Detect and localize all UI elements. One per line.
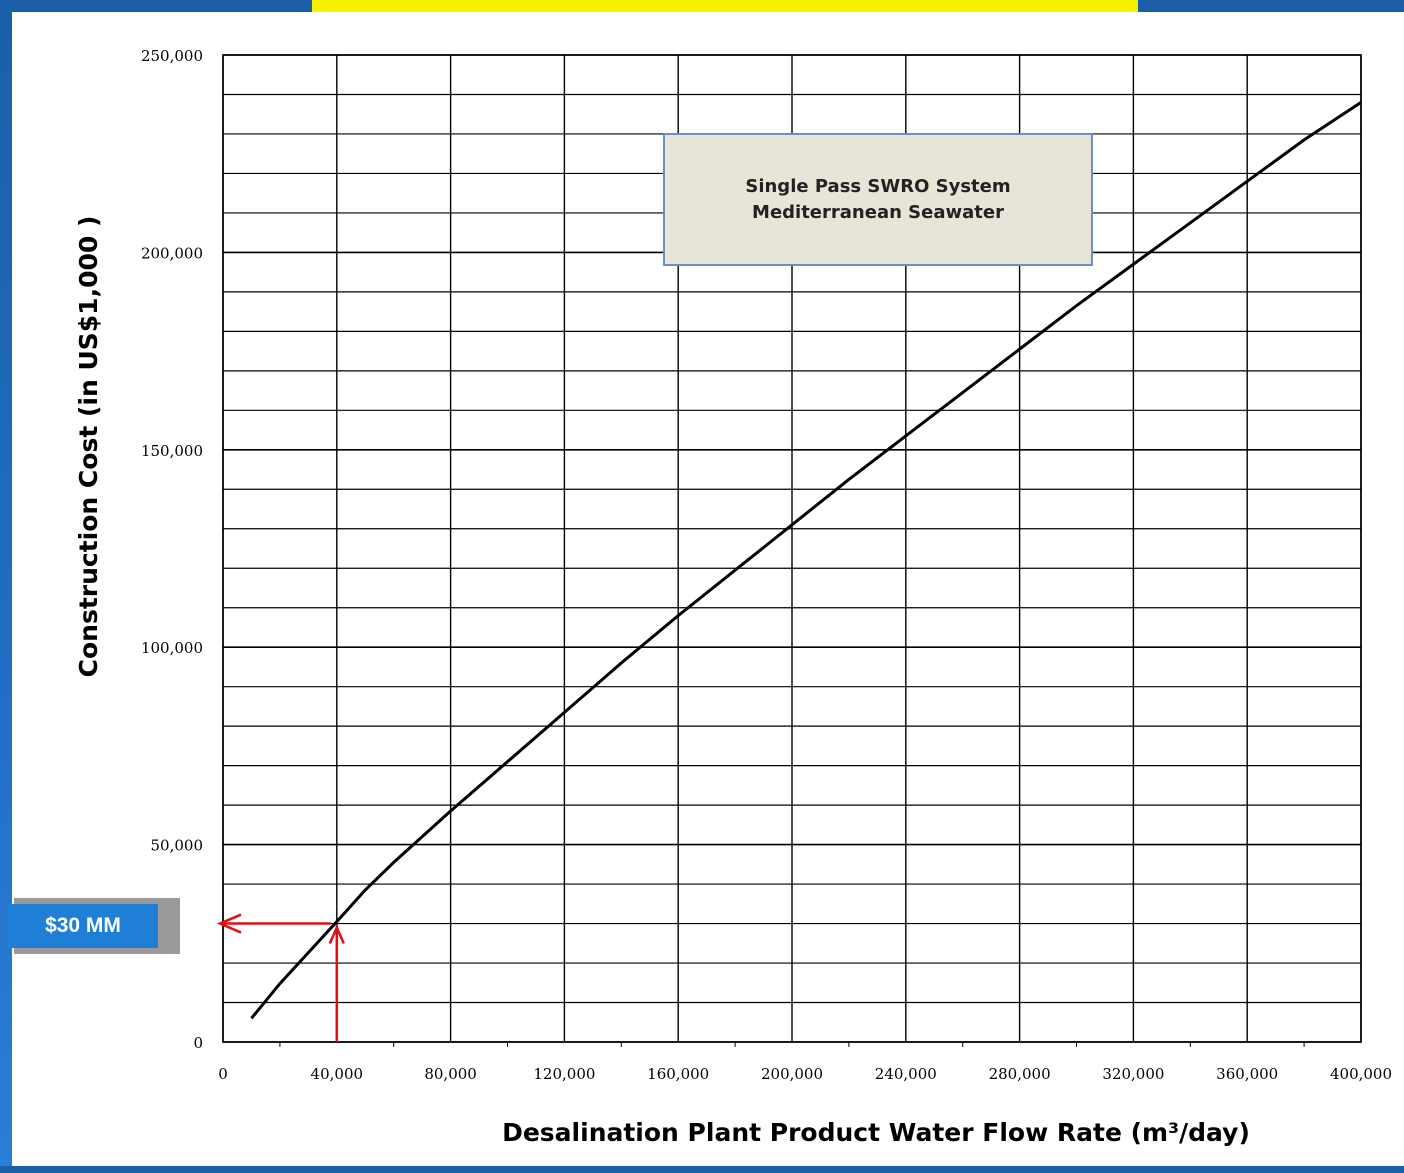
y-tick-label: 150,000 [141, 442, 203, 460]
series-line [250, 101, 1362, 1020]
x-tick-label: 160,000 [647, 1065, 709, 1083]
x-tick-label: 80,000 [424, 1065, 477, 1083]
x-tick-label: 320,000 [1102, 1065, 1164, 1083]
annotation-line-1: Single Pass SWRO System [745, 175, 1011, 197]
x-axis-label: Desalination Plant Product Water Flow Ra… [502, 1118, 1250, 1147]
slide-title-strip [312, 0, 1138, 12]
cost-badge: $30 MM [8, 904, 158, 948]
annotation-line-2: Mediterranean Seawater [752, 201, 1004, 223]
y-tick-label: 100,000 [141, 639, 203, 657]
slide-frame-bottom [0, 1166, 1404, 1173]
x-tick-label: 400,000 [1330, 1065, 1392, 1083]
x-tick-label: 120,000 [533, 1065, 595, 1083]
y-axis-label: Construction Cost (in US$1,000 ) [74, 216, 103, 678]
plot-border [222, 54, 1362, 1043]
y-tick-label: 50,000 [151, 837, 204, 855]
y-tick-label: 200,000 [141, 244, 203, 262]
x-tick-label: 200,000 [761, 1065, 823, 1083]
x-tick-label: 0 [218, 1065, 228, 1083]
slide-frame-left [0, 0, 12, 1173]
marker-arrowhead-up [328, 924, 345, 945]
x-tick-label: 360,000 [1216, 1065, 1278, 1083]
marker-arrowhead-left [216, 913, 242, 934]
x-tick-label: 240,000 [875, 1065, 937, 1083]
x-tick-label: 280,000 [989, 1065, 1051, 1083]
y-tick-label: 250,000 [141, 47, 203, 65]
annotation-box: Single Pass SWRO System Mediterranean Se… [663, 133, 1093, 266]
x-tick-label: 40,000 [311, 1065, 364, 1083]
y-tick-label: 0 [193, 1034, 203, 1052]
